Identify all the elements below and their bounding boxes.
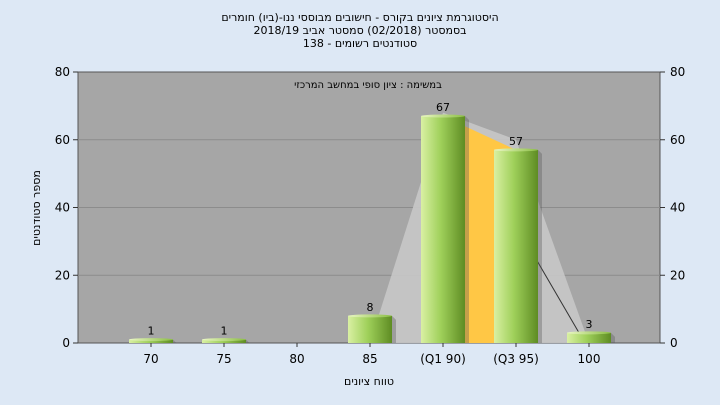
y-tick-label-right: 20 bbox=[670, 268, 685, 282]
bar-body bbox=[348, 315, 392, 343]
x-tick-label: 85 bbox=[362, 352, 377, 366]
bar-value-label: 3 bbox=[586, 318, 593, 331]
bar-body bbox=[202, 339, 246, 343]
bar-body bbox=[494, 149, 538, 343]
bar-value-label: 1 bbox=[221, 325, 228, 338]
bar-top bbox=[567, 331, 611, 335]
bar-shadow bbox=[611, 332, 615, 343]
bar bbox=[348, 314, 396, 343]
y-tick-label-left: 20 bbox=[55, 268, 70, 282]
y-tick-label-left: 80 bbox=[55, 65, 70, 79]
bar-shadow bbox=[173, 339, 177, 344]
bar bbox=[421, 114, 469, 343]
x-tick-label: 100 bbox=[578, 352, 601, 366]
chart-title-line-3: סטודנטים רשומים - 138 bbox=[303, 37, 417, 50]
y-axis-label: מספר סטודנטים bbox=[30, 170, 43, 246]
y-tick-label-right: 0 bbox=[670, 336, 678, 350]
bar-top bbox=[129, 338, 173, 342]
bar bbox=[129, 338, 177, 344]
bar-shadow bbox=[465, 116, 469, 343]
bar-top bbox=[494, 148, 538, 152]
y-tick-label-right: 40 bbox=[670, 201, 685, 215]
bars-group bbox=[129, 114, 615, 344]
y-tick-label-right: 60 bbox=[670, 133, 685, 147]
right-y-ticks: 0 20 40 60 80 bbox=[660, 65, 685, 350]
x-axis-label: טווח ציונים bbox=[344, 375, 394, 388]
bar-shadow bbox=[392, 315, 396, 343]
y-tick-label-right: 80 bbox=[670, 65, 685, 79]
bar-body bbox=[567, 332, 611, 343]
x-tick-label: 70 bbox=[143, 352, 158, 366]
chart-subtitle: במשימה : ציון סופי במחשב המרכזי bbox=[294, 80, 442, 91]
x-tick-label: (Q3 95) bbox=[493, 352, 539, 366]
bar-body bbox=[129, 339, 173, 343]
bar-value-label: 8 bbox=[367, 301, 374, 314]
chart-title-line-2: בסמסטר (02/2018) סמסטר אביב 2018/19 bbox=[253, 24, 466, 37]
x-tick-label: 80 bbox=[289, 352, 304, 366]
bar-value-label: 67 bbox=[436, 101, 450, 114]
bar bbox=[494, 148, 542, 343]
bar-top bbox=[421, 114, 465, 118]
bar-value-label: 57 bbox=[509, 135, 523, 148]
y-tick-label-left: 0 bbox=[62, 336, 70, 350]
bar-value-label: 1 bbox=[148, 325, 155, 338]
y-tick-label-left: 40 bbox=[55, 201, 70, 215]
bar-top bbox=[348, 314, 392, 318]
x-ticks: 70 75 80 85 (Q1 90) (Q3 95) 100 bbox=[143, 343, 600, 366]
x-tick-label: 75 bbox=[216, 352, 231, 366]
bar-body bbox=[421, 116, 465, 343]
bar-shadow bbox=[538, 149, 542, 343]
y-tick-label-left: 60 bbox=[55, 133, 70, 147]
data-labels-group: 1 1 8 67 57 3 bbox=[148, 101, 593, 338]
chart-title-line-1: היסטוגרמת ציונים בקורס - חישובים מבוססי … bbox=[221, 11, 498, 24]
bar bbox=[202, 338, 250, 344]
left-y-ticks: 0 20 40 60 80 bbox=[55, 65, 78, 350]
bar bbox=[567, 331, 615, 343]
x-tick-label: (Q1 90) bbox=[420, 352, 466, 366]
bar-top bbox=[202, 338, 246, 342]
bar-shadow bbox=[246, 339, 250, 344]
